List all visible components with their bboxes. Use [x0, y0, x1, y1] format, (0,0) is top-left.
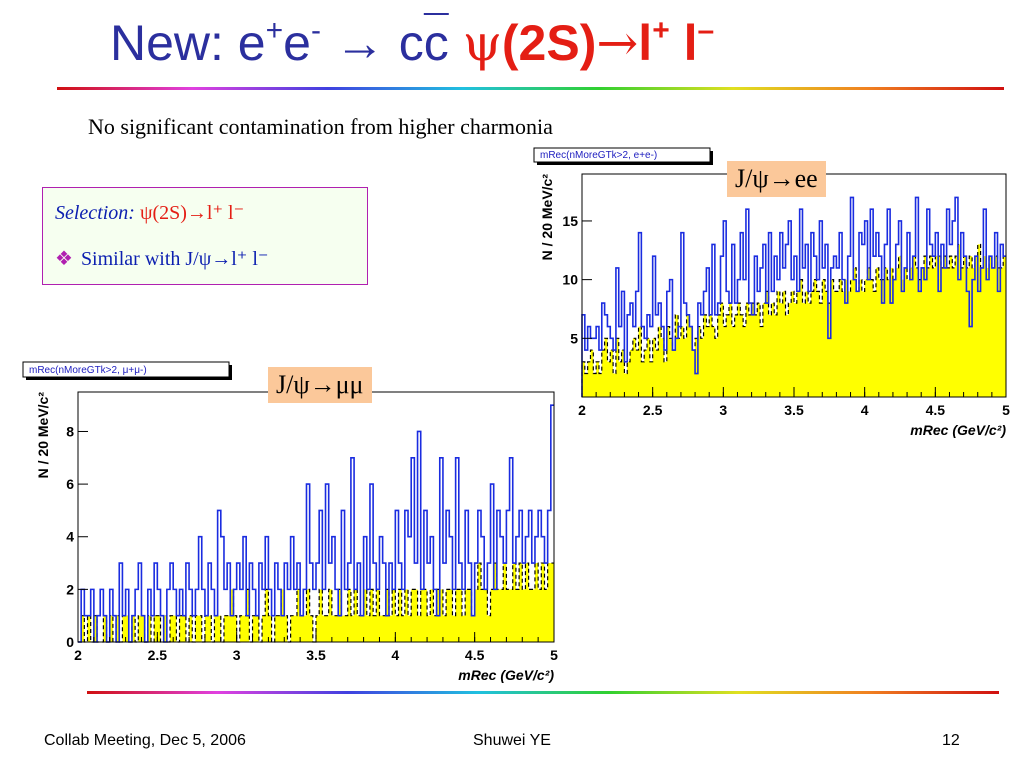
x-tick-label: 4	[391, 647, 399, 663]
stat-box	[22, 361, 230, 378]
y-tick-label: 10	[562, 272, 578, 288]
signal-histogram-line	[581, 196, 1006, 397]
signal-histogram-line	[78, 404, 554, 643]
slide-title: New: e+e- → cc ψ(2S)→l+ l–	[110, 14, 715, 72]
histogram-mumu: mRec(nMoreGTk>2, μ+μ-)2 2.5 3 3.5 4 4.5 502468…	[22, 361, 558, 683]
diamond-bullet-icon: ❖	[55, 248, 73, 270]
x-tick-label: 5	[550, 647, 558, 663]
stat-box-title: mRec(nMoreGTk>2, μ+μ-)	[29, 365, 147, 376]
x-tick-label: 3	[233, 647, 241, 663]
selection-line: Selection: ψ(2S)→l⁺ l⁻	[55, 200, 244, 225]
y-tick-label: 15	[562, 213, 578, 229]
selection-value: ψ(2S)→l⁺ l⁻	[139, 202, 245, 224]
y-tick-label: 0	[66, 634, 74, 650]
selection-item: ❖ Similar with J/ψ→l⁺ l⁻	[55, 246, 268, 271]
y-axis-label: N / 20 MeV/c²	[35, 392, 51, 479]
x-tick-label: 3	[719, 402, 727, 418]
x-tick-label: 2.5	[148, 647, 168, 663]
stat-box-title: mRec(nMoreGTk>2, e+e-)	[540, 150, 657, 161]
footer-author: Shuwei YE	[473, 732, 551, 749]
x-tick-label: 2	[74, 647, 82, 663]
x-tick-label: 5	[1002, 402, 1010, 418]
background-dashed-line	[581, 243, 1006, 397]
subtitle: No significant contamination from higher…	[88, 114, 553, 139]
y-tick-label: 8	[66, 423, 74, 439]
x-axis-label: mRec (GeV/c²)	[458, 667, 554, 683]
background-fill-series	[78, 563, 554, 642]
footer-page-number: 12	[942, 732, 960, 749]
x-tick-label: 3.5	[784, 402, 804, 418]
footer-divider	[87, 691, 999, 694]
x-tick-label: 4.5	[465, 647, 485, 663]
background-fill-series	[582, 244, 1006, 397]
histogram-ee: mRec(nMoreGTk>2, e+e-) 2 2.5 3 3.5 4 4.5 5 5 10 15…	[533, 147, 1010, 438]
y-tick-label: 5	[570, 330, 578, 346]
y-tick-label: 6	[66, 476, 74, 492]
selection-item-text: Similar with J/ψ→l⁺ l⁻	[80, 248, 269, 270]
stat-box	[533, 147, 711, 163]
title-divider	[57, 87, 1004, 90]
label-jpsi-mumu: J/ψ→μμ	[268, 367, 372, 403]
y-axis-label: N / 20 MeV/c²	[539, 174, 555, 261]
footer-meeting: Collab Meeting, Dec 5, 2006	[44, 732, 246, 749]
y-tick-label: 4	[66, 529, 74, 545]
label-jpsi-ee: J/ψ→ee	[727, 161, 826, 197]
x-tick-label: 4	[861, 402, 869, 418]
x-axis-label: mRec (GeV/c²)	[910, 422, 1006, 438]
selection-box: Selection: ψ(2S)→l⁺ l⁻ ❖ Similar with J/ψ…	[42, 187, 368, 285]
x-tick-label: 2	[578, 402, 586, 418]
y-tick-label: 2	[66, 581, 74, 597]
x-tick-label: 3.5	[306, 647, 326, 663]
title-arrow: →	[334, 15, 385, 71]
x-tick-label: 4.5	[926, 402, 946, 418]
x-tick-label: 2.5	[643, 402, 663, 418]
selection-label: Selection:	[55, 202, 135, 224]
